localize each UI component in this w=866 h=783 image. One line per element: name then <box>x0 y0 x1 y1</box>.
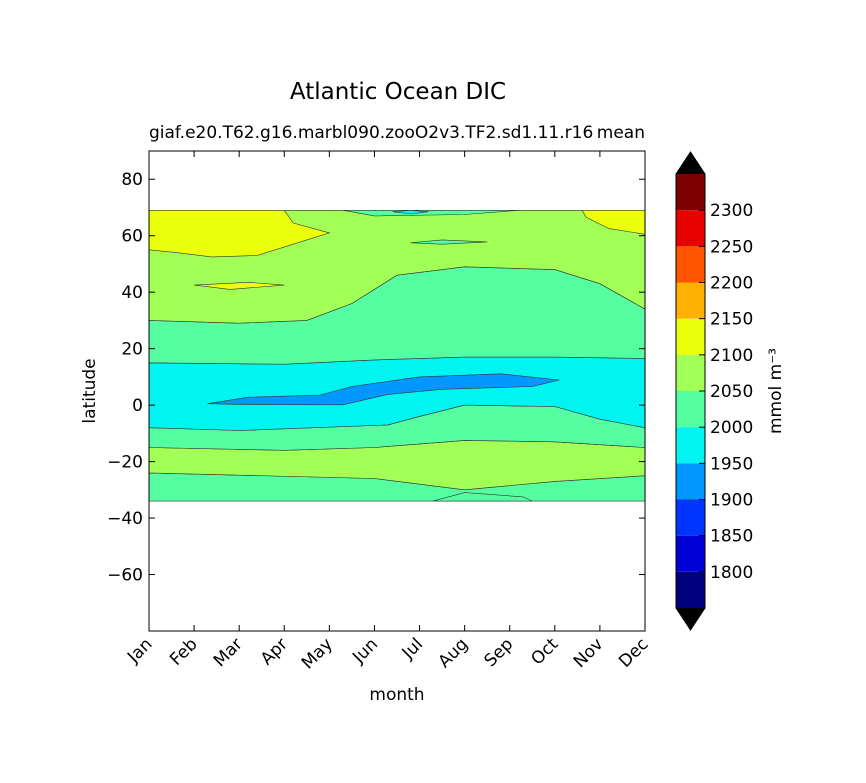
colorbar-segment <box>676 571 705 608</box>
y-tick-label: −20 <box>107 453 143 473</box>
x-tick-label: Jul <box>398 634 427 663</box>
colorbar-tick-label: 1950 <box>710 454 753 474</box>
x-tick-label: Nov <box>570 634 608 672</box>
colorbar-tick-label: 2000 <box>710 418 753 438</box>
colorbar-segment <box>676 354 705 391</box>
y-tick-label: −60 <box>107 566 143 586</box>
colorbar-tick-label: 2300 <box>710 201 753 221</box>
colorbar: 1800 1850 1900 1950 2000 2050 2100 2150 2200 2250… <box>675 151 753 631</box>
colorbar-tick-label: 1850 <box>710 527 753 547</box>
colorbar-segment <box>676 427 705 464</box>
x-tick-label: Feb <box>166 634 201 669</box>
colorbar-tick-label: 2250 <box>710 237 753 257</box>
x-tick-label: Aug <box>435 634 473 672</box>
y-tick-label: 20 <box>121 340 143 360</box>
colorbar-label: mmol m⁻³ <box>766 348 786 434</box>
contour-patch-3 <box>149 210 331 258</box>
colorbar-segment <box>676 282 705 319</box>
colorbar-segment <box>676 210 705 247</box>
y-axis-label: latitude <box>80 358 100 423</box>
colorbar-segment <box>676 174 705 211</box>
colorbar-segment <box>676 535 705 572</box>
colorbar-extend-min <box>676 608 705 630</box>
contour-fills <box>149 209 645 502</box>
colorbar-tick-label: 2200 <box>710 274 753 294</box>
colorbar-segment <box>676 391 705 428</box>
chart-subtitle-right: mean <box>597 123 645 143</box>
colorbar-extend-max <box>676 152 705 174</box>
contour-patch-6 <box>342 210 519 217</box>
colorbar-outline <box>675 151 706 631</box>
contour-patch-5 <box>581 210 645 235</box>
plot-frame <box>148 150 646 632</box>
colorbar-segment <box>676 246 705 283</box>
contour-patch-2 <box>433 492 533 502</box>
y-tick-label: 0 <box>132 396 143 416</box>
x-tick-label: May <box>298 634 337 673</box>
colorbar-segment <box>676 499 705 536</box>
y-tick-label: 40 <box>121 283 143 303</box>
chart-subtitle-left: giaf.e20.T62.g16.marbl090.zooO2v3.TF2.sd… <box>149 123 593 143</box>
colorbar-segment <box>676 463 705 500</box>
y-tick-label: 60 <box>121 227 143 247</box>
x-tick-label: Mar <box>210 634 247 671</box>
colorbar-tick-label: 1800 <box>710 563 753 583</box>
contour-patch-8 <box>392 209 429 215</box>
x-tick-label: Dec <box>615 634 652 671</box>
x-tick-label: Apr <box>257 634 292 669</box>
x-axis-label: month <box>369 685 424 705</box>
x-tick-label: Jun <box>348 634 382 668</box>
colorbar-tick-label: 2100 <box>710 346 753 366</box>
chart-title: Atlantic Ocean DIC <box>290 79 506 105</box>
y-tick-label: 80 <box>121 170 143 190</box>
colorbar-tick-label: 1900 <box>710 491 753 511</box>
colorbar-segment <box>676 318 705 355</box>
contour-patch-1 <box>207 373 560 406</box>
colorbar-tick-label: 2150 <box>710 310 753 330</box>
colorbar-tick-label: 2050 <box>710 382 753 402</box>
y-tick-label: −40 <box>107 509 143 529</box>
x-tick-label: Sep <box>480 634 517 671</box>
x-tick-label: Jan <box>123 634 156 667</box>
contour-patch-4 <box>194 281 285 290</box>
x-tick-label: Oct <box>527 634 562 669</box>
contour-patch-7 <box>410 239 488 245</box>
